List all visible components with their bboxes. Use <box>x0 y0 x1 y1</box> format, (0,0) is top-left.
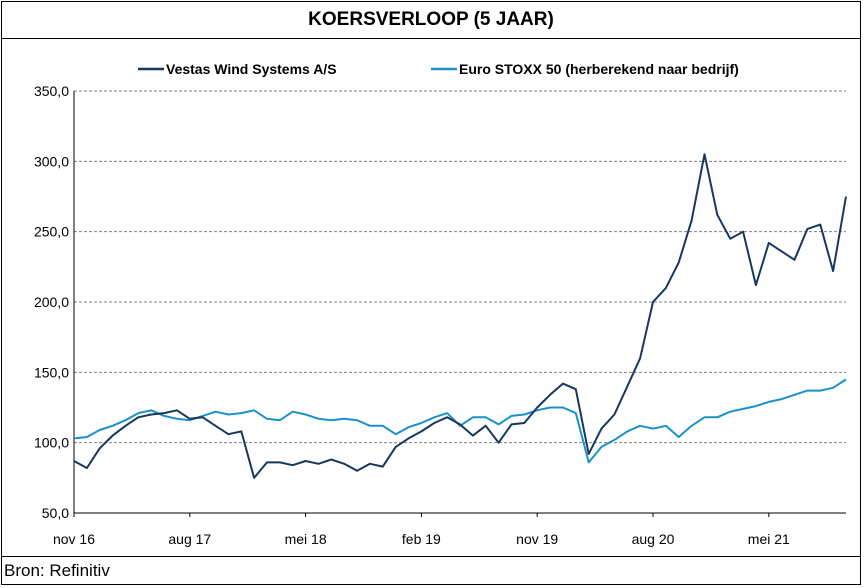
y-tick-label: 250,0 <box>34 224 69 240</box>
legend: Vestas Wind Systems A/S Euro STOXX 50 (he… <box>138 61 739 77</box>
series-line-vestas <box>73 153 847 479</box>
y-tick-label: 350,0 <box>34 83 69 99</box>
title-bar: KOERSVERLOOP (5 JAAR) <box>2 2 860 39</box>
x-tick-label: mei 18 <box>285 531 327 547</box>
axes <box>73 91 846 514</box>
y-tick-labels: 50,0 100,0 150,0 200,0 250,0 300,0 350,0 <box>34 83 69 521</box>
y-tick-label: 150,0 <box>34 364 69 380</box>
y-tick-label: 100,0 <box>34 435 69 451</box>
legend-label: Euro STOXX 50 (herberekend naar bedrijf) <box>459 61 739 77</box>
legend-label: Vestas Wind Systems A/S <box>166 61 337 77</box>
x-tick-label: nov 16 <box>53 531 95 547</box>
x-tick-label: aug 17 <box>168 531 211 547</box>
source-bar: Bron: Refinitiv <box>2 556 860 584</box>
x-tick-label: aug 20 <box>632 531 675 547</box>
gridlines <box>74 90 846 444</box>
x-tick-label: nov 19 <box>516 531 558 547</box>
y-tick-label: 300,0 <box>34 153 69 169</box>
x-tick-labels: nov 16 aug 17 mei 18 feb 19 nov 19 aug 20 mei … <box>53 513 790 547</box>
y-tick-label: 50,0 <box>42 505 69 521</box>
y-tick-label: 200,0 <box>34 294 69 310</box>
source-text: Bron: Refinitiv <box>4 560 110 580</box>
series-line-euro-stoxx <box>73 378 847 464</box>
chart-title: KOERSVERLOOP (5 JAAR) <box>308 9 554 30</box>
x-tick-label: mei 21 <box>748 531 790 547</box>
series-lines <box>73 153 847 479</box>
x-tick-label: feb 19 <box>402 531 441 547</box>
